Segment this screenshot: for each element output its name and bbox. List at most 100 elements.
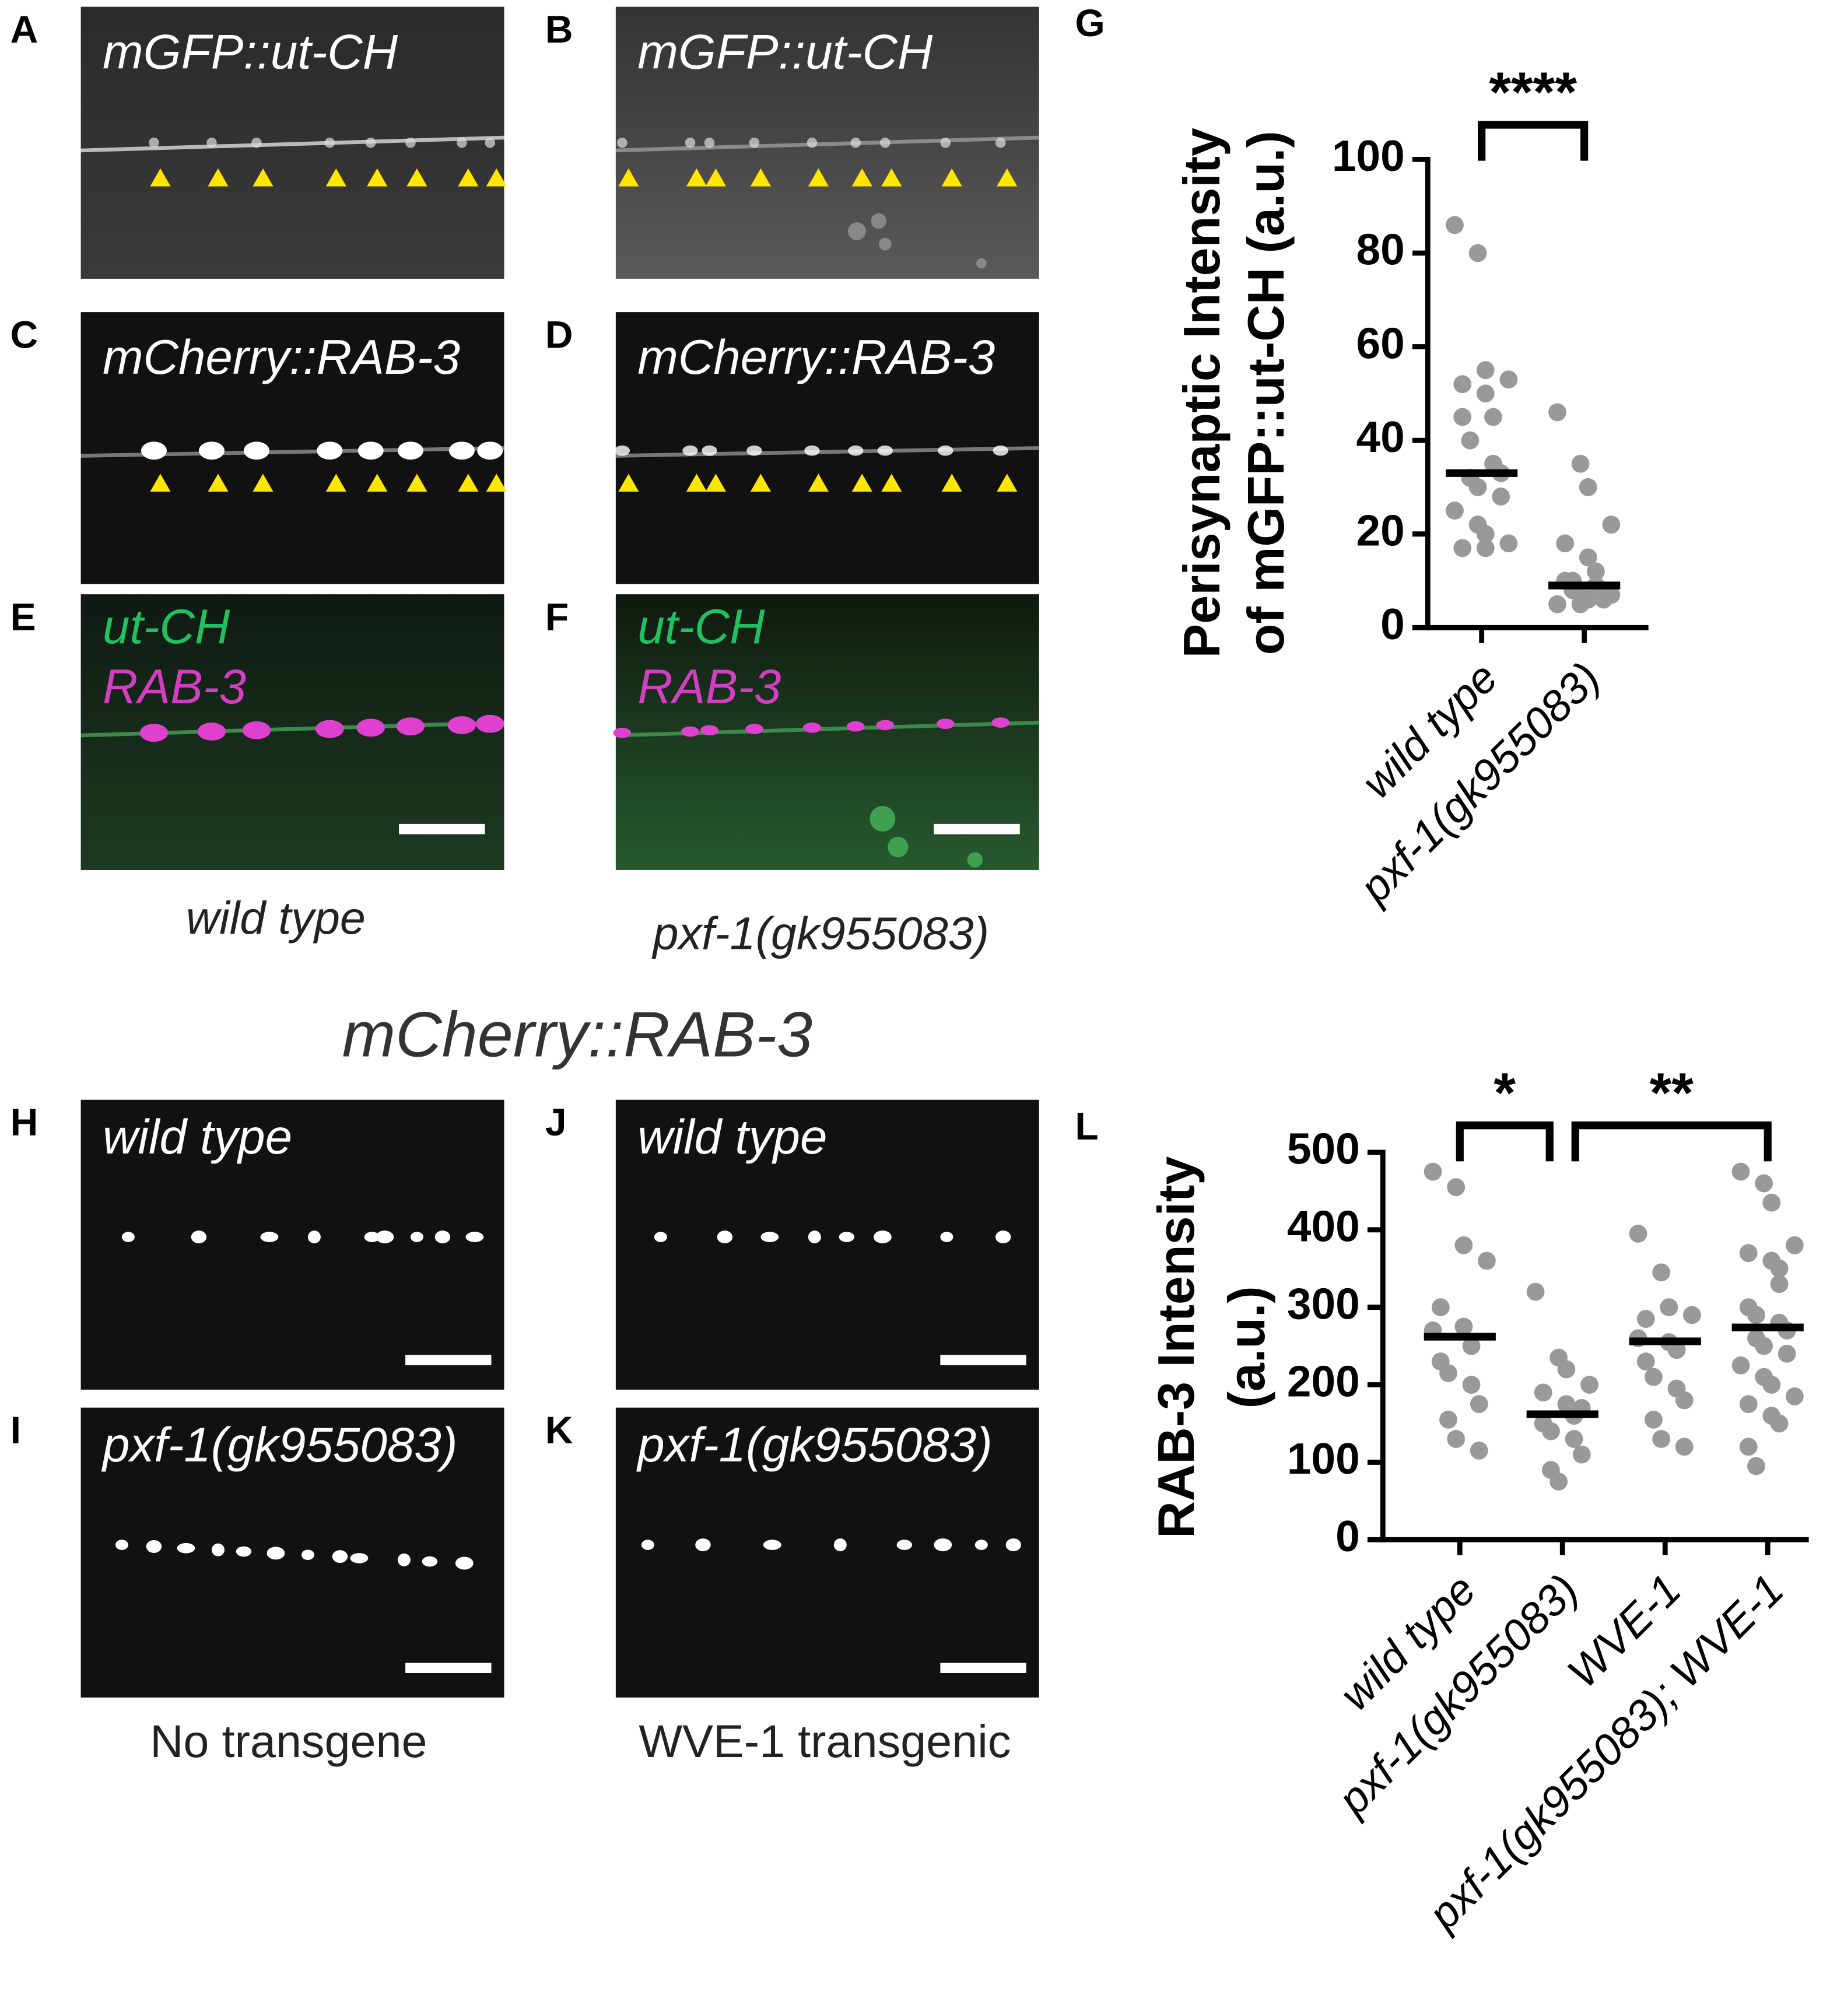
arrowhead [750,168,772,187]
image-label: mGFP::ut-CH [103,24,398,79]
punctum [260,1232,279,1242]
arrowhead [150,168,171,187]
y-tick-label: 60 [1356,318,1405,367]
punctum [146,1540,162,1553]
caption: pxf-1(gk955083) [652,907,990,959]
data-point [1739,1395,1758,1414]
micrograph [615,1099,1039,1390]
punctum [364,1232,380,1242]
data-point [1731,1356,1750,1375]
panel-letter: H [10,1100,38,1144]
significance-label: * [1494,1061,1516,1124]
data-point [1470,1395,1488,1414]
arrowhead [486,168,507,187]
data-point [1770,1259,1789,1278]
punctum [477,441,503,460]
punctum [376,1230,394,1244]
data-point [1770,1414,1789,1433]
data-point [1786,1387,1804,1405]
punctum [1005,1538,1021,1552]
y-axis-label: (a.u.) [1218,1286,1275,1408]
punctum [198,441,225,460]
data-point [1565,1430,1583,1448]
panel-letter: C [10,313,38,356]
y-tick-label: 500 [1287,1124,1360,1173]
data-point [1786,1236,1804,1254]
arrowhead [881,474,902,492]
data-point [1762,1376,1781,1394]
caption: No transgene [150,1715,427,1767]
data-point [1629,1225,1647,1243]
punctum [465,1232,484,1242]
punctum [206,137,217,148]
data-point [1747,1457,1765,1475]
image-label: wild type [637,1109,827,1164]
data-point [1755,1174,1773,1193]
arrowhead [208,474,229,492]
data-point [1499,370,1518,389]
caption: WVE-1 transgenic [639,1715,1011,1767]
punctum [641,1540,654,1550]
punctum [846,721,865,732]
image-label: mCherry::RAB-3 [637,329,995,384]
punctum [807,137,818,148]
arrowhead [618,474,639,492]
punctum [455,1556,474,1570]
punctum [317,441,343,460]
panel-letter: J [545,1100,567,1144]
significance-bracket [1456,1121,1554,1162]
punctum [350,1553,369,1563]
punctum [702,445,717,456]
punctum [808,1230,821,1244]
punctum [447,716,476,734]
y-tick-label: 80 [1356,225,1405,274]
y-axis-label: of mGFP::ut-CH (a.u.) [1237,131,1295,655]
punctum [695,1538,711,1552]
punctum [717,1230,733,1244]
punctum [763,1540,781,1550]
data-point [1683,1306,1701,1324]
arrowhead [808,474,829,492]
punctum [760,1232,779,1242]
arrowhead [325,474,346,492]
data-point [1572,1445,1591,1464]
punctum [211,1543,225,1556]
panel-letter: D [545,313,573,356]
data-point [1556,534,1575,553]
data-point [1739,1244,1758,1263]
data-point [1424,1162,1442,1181]
data-point [1447,1178,1466,1197]
panel-letter: A [10,8,38,51]
punctum [746,445,762,456]
data-point [1468,244,1487,262]
punctum [242,721,271,739]
punctum [874,1230,892,1244]
arrowhead [686,168,707,187]
channel-label: RAB-3 [103,659,246,714]
arrowhead [406,168,427,187]
arrowhead [406,474,427,492]
punctum [700,725,718,736]
y-tick-label: 20 [1356,506,1405,555]
punctum [422,1556,438,1567]
panel-letter: L [1075,1105,1098,1148]
punctum [937,445,953,456]
data-point [1778,1345,1796,1363]
arrowhead [941,168,962,187]
punctum [839,1232,855,1242]
data-point [1447,1430,1466,1448]
data-point [1478,1251,1496,1270]
micrograph [615,1407,1039,1698]
data-point [1492,488,1510,506]
y-tick-label: 0 [1380,599,1405,648]
data-point [1602,516,1621,534]
data-point [1636,1310,1655,1328]
data-point [1636,1352,1655,1371]
data-point [1468,478,1487,496]
punctum [803,723,821,733]
punctum [307,1230,321,1244]
data-point [1755,1337,1773,1355]
arrowhead [997,474,1018,492]
data-point [1446,502,1464,520]
data-point [1542,1422,1560,1440]
